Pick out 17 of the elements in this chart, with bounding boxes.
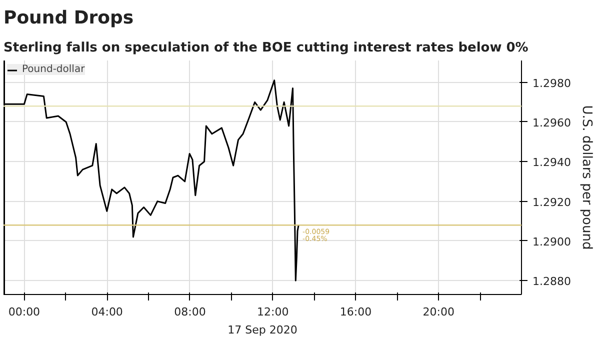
legend-label: Pound-dollar (22, 64, 85, 75)
x-axis-title: 17 Sep 2020 (228, 324, 298, 336)
y-tick-label: 1.2960 (532, 116, 571, 130)
x-tick-label: 16:00 (340, 306, 372, 318)
x-tick-label: 04:00 (91, 306, 123, 318)
x-tick-label: 08:00 (174, 306, 206, 318)
y-axis-title: U.S. dollars per pound (578, 105, 594, 250)
chart-subtitle: Sterling falls on speculation of the BOE cutting interest rates below 0% (4, 40, 528, 56)
y-tick-label: 1.2900 (532, 235, 571, 248)
chart-title: Pound Drops (4, 8, 134, 28)
y-tick-label: 1.2940 (532, 156, 571, 170)
x-tick-label: 00:00 (8, 306, 40, 318)
x-tick-label: 12:00 (257, 306, 289, 318)
x-tick-label: 20:00 (422, 306, 454, 318)
y-tick-label: 1.2980 (532, 76, 571, 90)
y-tick-label: 1.2920 (532, 196, 571, 209)
y-tick-label: 1.2880 (532, 275, 571, 288)
